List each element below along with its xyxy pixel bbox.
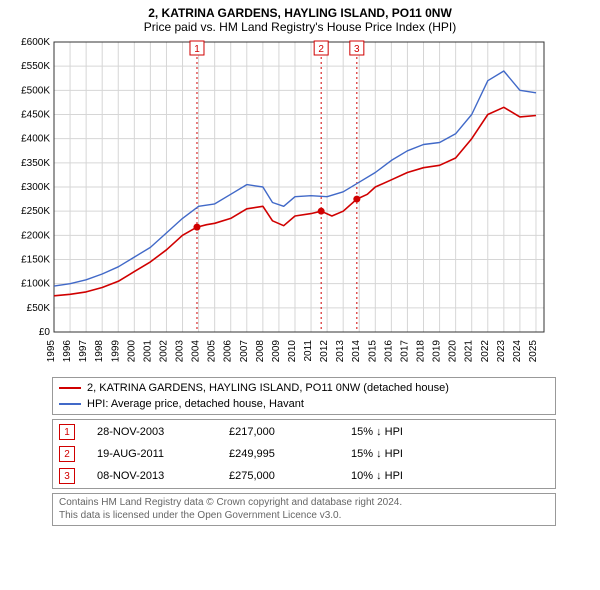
svg-text:2: 2 <box>318 44 324 55</box>
svg-text:2019: 2019 <box>432 340 443 363</box>
footnote-line: This data is licensed under the Open Gov… <box>59 510 549 523</box>
footnote-line: Contains HM Land Registry data © Crown c… <box>59 497 549 510</box>
sales-table: 1 28-NOV-2003 £217,000 15% ↓ HPI 2 19-AU… <box>52 419 556 489</box>
svg-text:3: 3 <box>354 44 360 55</box>
svg-text:2008: 2008 <box>255 340 266 363</box>
sale-price: £275,000 <box>229 470 329 482</box>
svg-text:£350K: £350K <box>21 158 50 169</box>
svg-text:1998: 1998 <box>94 340 105 363</box>
svg-text:1999: 1999 <box>110 340 121 363</box>
svg-text:2012: 2012 <box>319 340 330 363</box>
sale-date: 08-NOV-2013 <box>97 470 207 482</box>
svg-text:2016: 2016 <box>383 340 394 363</box>
svg-text:£300K: £300K <box>21 182 50 193</box>
svg-text:2011: 2011 <box>303 340 314 362</box>
svg-text:2023: 2023 <box>496 340 507 363</box>
legend: 2, KATRINA GARDENS, HAYLING ISLAND, PO11… <box>52 377 556 415</box>
footnote: Contains HM Land Registry data © Crown c… <box>52 493 556 526</box>
svg-text:2010: 2010 <box>287 340 298 363</box>
svg-text:2017: 2017 <box>399 340 410 363</box>
sale-diff: 10% ↓ HPI <box>351 470 461 482</box>
sale-row: 2 19-AUG-2011 £249,995 15% ↓ HPI <box>59 446 549 462</box>
svg-text:2024: 2024 <box>512 340 523 363</box>
svg-text:£250K: £250K <box>21 206 50 217</box>
svg-text:£0: £0 <box>39 327 51 338</box>
legend-label: 2, KATRINA GARDENS, HAYLING ISLAND, PO11… <box>87 380 449 396</box>
svg-text:2015: 2015 <box>367 340 378 363</box>
title-subtitle: Price paid vs. HM Land Registry's House … <box>10 20 590 34</box>
svg-text:£150K: £150K <box>21 255 50 266</box>
svg-text:£550K: £550K <box>21 61 50 72</box>
legend-swatch <box>59 387 81 389</box>
svg-text:2003: 2003 <box>175 340 186 363</box>
svg-text:£500K: £500K <box>21 85 50 96</box>
svg-text:£100K: £100K <box>21 279 50 290</box>
svg-text:2002: 2002 <box>158 340 169 363</box>
legend-item: HPI: Average price, detached house, Hava… <box>59 396 549 412</box>
svg-text:£50K: £50K <box>27 303 51 314</box>
sale-date: 28-NOV-2003 <box>97 426 207 438</box>
sale-price: £217,000 <box>229 426 329 438</box>
svg-text:2001: 2001 <box>142 340 153 363</box>
svg-text:2004: 2004 <box>191 340 202 363</box>
sale-date: 19-AUG-2011 <box>97 448 207 460</box>
legend-item: 2, KATRINA GARDENS, HAYLING ISLAND, PO11… <box>59 380 549 396</box>
sale-diff: 15% ↓ HPI <box>351 448 461 460</box>
sale-diff: 15% ↓ HPI <box>351 426 461 438</box>
figure-root: 2, KATRINA GARDENS, HAYLING ISLAND, PO11… <box>0 0 600 526</box>
svg-text:2025: 2025 <box>528 340 539 363</box>
sale-row: 1 28-NOV-2003 £217,000 15% ↓ HPI <box>59 424 549 440</box>
svg-text:£450K: £450K <box>21 110 50 121</box>
svg-text:1997: 1997 <box>78 340 89 363</box>
svg-text:1: 1 <box>194 44 200 55</box>
sale-marker-icon: 2 <box>59 446 75 462</box>
sale-marker-icon: 1 <box>59 424 75 440</box>
sale-marker-icon: 3 <box>59 468 75 484</box>
svg-text:2006: 2006 <box>223 340 234 363</box>
svg-text:1996: 1996 <box>62 340 73 363</box>
svg-text:2021: 2021 <box>464 340 475 363</box>
legend-swatch <box>59 403 81 405</box>
svg-text:£600K: £600K <box>21 37 50 48</box>
svg-text:2014: 2014 <box>351 340 362 363</box>
sale-price: £249,995 <box>229 448 329 460</box>
svg-text:£400K: £400K <box>21 134 50 145</box>
svg-text:2000: 2000 <box>126 340 137 363</box>
svg-text:2013: 2013 <box>335 340 346 363</box>
line-chart: £0 £50K £100K £150K £200K £250K £300K £350K £400… <box>10 36 550 366</box>
svg-text:2007: 2007 <box>239 340 250 363</box>
chart-container: £0 £50K £100K £150K £200K £250K £300K £350K £400… <box>10 36 590 371</box>
svg-text:2009: 2009 <box>271 340 282 363</box>
svg-text:2018: 2018 <box>416 340 427 363</box>
sale-row: 3 08-NOV-2013 £275,000 10% ↓ HPI <box>59 468 549 484</box>
svg-text:2020: 2020 <box>448 340 459 363</box>
title-address: 2, KATRINA GARDENS, HAYLING ISLAND, PO11… <box>10 6 590 20</box>
svg-text:£200K: £200K <box>21 230 50 241</box>
svg-text:2005: 2005 <box>207 340 218 363</box>
svg-text:1995: 1995 <box>46 340 57 363</box>
titles: 2, KATRINA GARDENS, HAYLING ISLAND, PO11… <box>10 6 590 34</box>
legend-label: HPI: Average price, detached house, Hava… <box>87 396 304 412</box>
svg-text:2022: 2022 <box>480 340 491 363</box>
